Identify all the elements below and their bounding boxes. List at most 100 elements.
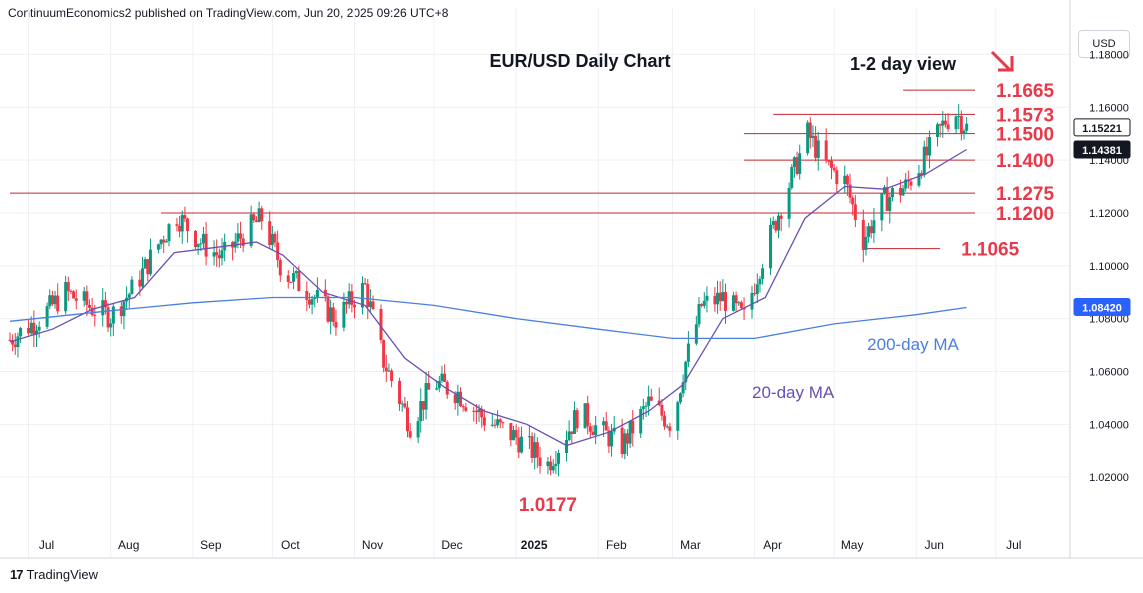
candle-body bbox=[382, 340, 386, 368]
view-note: 1-2 day view bbox=[850, 54, 957, 74]
x-tick-label: Nov bbox=[362, 538, 383, 552]
candle-body bbox=[493, 424, 497, 426]
candle-body bbox=[143, 259, 147, 269]
candle-body bbox=[941, 120, 945, 126]
level-label: 1.1400 bbox=[996, 151, 1054, 172]
candle-body bbox=[663, 415, 667, 427]
candle-body bbox=[830, 160, 833, 168]
level-label: 1.1275 bbox=[996, 184, 1055, 205]
candle-body bbox=[64, 282, 68, 312]
candle-body bbox=[141, 268, 144, 287]
candle-body bbox=[639, 408, 643, 434]
candle-body bbox=[694, 324, 698, 344]
low-label: 1.0177 bbox=[519, 495, 577, 516]
candle-body bbox=[867, 226, 871, 237]
candle-body bbox=[453, 394, 457, 404]
ma200-label: 200-day MA bbox=[867, 335, 959, 354]
candle-body bbox=[236, 233, 240, 242]
candle-body bbox=[217, 255, 221, 259]
candle-body bbox=[602, 421, 606, 426]
candle-body bbox=[586, 403, 590, 427]
candle-body bbox=[249, 214, 253, 246]
x-tick-label: Oct bbox=[281, 538, 300, 552]
candle-body bbox=[82, 291, 86, 301]
candle-body bbox=[345, 301, 349, 305]
y-tick-label: 1.18000 bbox=[1089, 49, 1129, 61]
candle-body bbox=[477, 409, 481, 413]
candle-body bbox=[575, 410, 579, 429]
footer-brand[interactable]: TradingView bbox=[26, 567, 99, 582]
candle-body bbox=[88, 305, 91, 308]
candle-body bbox=[13, 344, 17, 348]
candle-body bbox=[885, 187, 889, 211]
level-label: 1.1573 bbox=[996, 105, 1054, 126]
candle-body bbox=[194, 230, 197, 247]
candle-body bbox=[739, 302, 743, 309]
candle-body bbox=[795, 157, 799, 174]
candles bbox=[8, 104, 969, 477]
candle-body bbox=[607, 430, 611, 447]
candle-body bbox=[212, 252, 216, 257]
candle-body bbox=[416, 421, 420, 438]
candle-body bbox=[546, 461, 550, 467]
candle-body bbox=[922, 146, 926, 176]
candle-body bbox=[220, 250, 224, 259]
candle-body bbox=[331, 307, 335, 322]
candle-body bbox=[777, 215, 780, 231]
candle-body bbox=[959, 116, 963, 134]
candle-body bbox=[533, 442, 537, 458]
ma200-price-tag: 1.08420 bbox=[1082, 303, 1122, 315]
candle-body bbox=[167, 224, 171, 242]
candle-body bbox=[315, 289, 319, 298]
candle-body bbox=[162, 239, 166, 243]
candle-body bbox=[56, 295, 60, 312]
candle-body bbox=[538, 457, 542, 467]
candle-body bbox=[750, 292, 754, 310]
candle-body bbox=[628, 420, 632, 444]
candle-body bbox=[517, 437, 521, 453]
candle-body bbox=[774, 221, 778, 231]
candle-body bbox=[591, 431, 595, 436]
x-tick-label: Jul bbox=[1006, 538, 1021, 552]
candle-body bbox=[419, 401, 423, 422]
candle-body bbox=[403, 403, 407, 408]
candle-body bbox=[329, 307, 333, 322]
candle-body bbox=[390, 370, 394, 381]
candle-body bbox=[554, 463, 558, 466]
candle-body bbox=[175, 224, 179, 226]
candle-body bbox=[755, 284, 759, 295]
candle-body bbox=[29, 322, 33, 334]
candle-body bbox=[734, 295, 738, 304]
candle-body bbox=[519, 436, 523, 453]
ma200-price-tag-box bbox=[1073, 298, 1131, 317]
level-label: 1.1500 bbox=[996, 125, 1054, 146]
currency-selector[interactable]: USD bbox=[1078, 30, 1130, 58]
level-label: 1.1665 bbox=[996, 81, 1055, 102]
candle-body bbox=[101, 300, 105, 316]
candle-body bbox=[8, 339, 12, 341]
candle-body bbox=[583, 403, 587, 429]
ma20-price-tag-box bbox=[1073, 140, 1131, 159]
candle-body bbox=[610, 431, 614, 447]
candle-body bbox=[869, 226, 873, 234]
candle-body bbox=[109, 323, 113, 328]
ma20-line bbox=[9, 148, 967, 447]
candle-body bbox=[183, 215, 187, 219]
x-tick-label: Aug bbox=[118, 538, 139, 552]
candle-body bbox=[241, 238, 245, 246]
candle-body bbox=[700, 304, 704, 306]
x-tick-label: Feb bbox=[606, 538, 627, 552]
candle-body bbox=[814, 135, 818, 158]
candle-body bbox=[334, 321, 338, 328]
x-tick-label: May bbox=[841, 538, 864, 552]
candle-body bbox=[186, 218, 190, 231]
candle-body bbox=[27, 327, 31, 334]
candle-body bbox=[273, 233, 277, 243]
candle-body bbox=[480, 409, 484, 418]
candle-body bbox=[565, 439, 568, 453]
candle-body bbox=[678, 393, 682, 403]
candle-body bbox=[551, 465, 555, 471]
candle-body bbox=[771, 221, 775, 225]
